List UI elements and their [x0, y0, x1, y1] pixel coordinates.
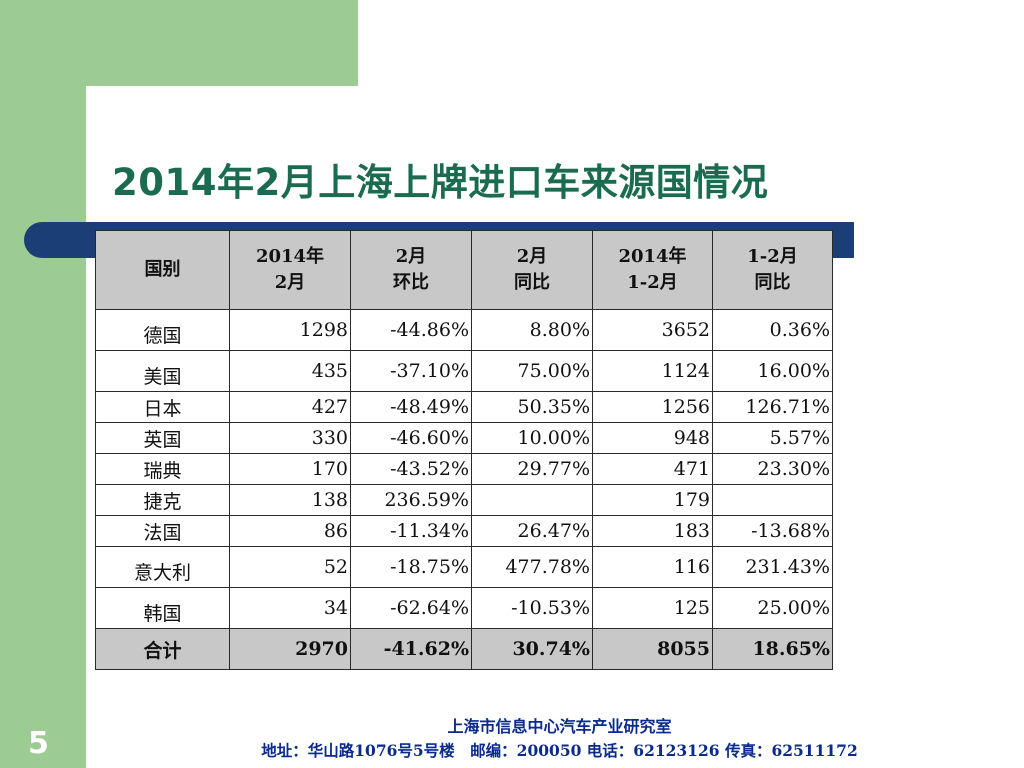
- feb-yoy-cell: -10.53%: [471, 587, 593, 629]
- jan-feb-2014-cell: 116: [592, 546, 713, 588]
- feb-2014-cell: 330: [229, 422, 351, 454]
- footer-contact: 地址：华山路1076号5号楼 邮编：200050 电话：62123126 传真：…: [261, 741, 858, 760]
- jan-feb-yoy-cell: -13.68%: [712, 515, 833, 547]
- table-footer: 合计 2970 -41.62% 30.74% 8055 18.65%: [95, 628, 833, 670]
- feb-2014-cell: 1298: [229, 309, 351, 351]
- feb-yoy-cell: 10.00%: [471, 422, 593, 454]
- feb-mom-cell: -48.49%: [350, 391, 472, 423]
- country-cell: 瑞典: [95, 453, 230, 485]
- jan-feb-yoy-cell: 231.43%: [712, 546, 833, 588]
- jan-feb-yoy-cell: [712, 484, 833, 516]
- total-label: 合计: [95, 628, 230, 670]
- feb-yoy-cell: 8.80%: [471, 309, 593, 351]
- jan-feb-yoy-cell: 25.00%: [712, 587, 833, 629]
- jan-feb-2014-cell: 183: [592, 515, 713, 547]
- header-country: 国别: [95, 230, 230, 310]
- country-cell: 德国: [95, 309, 230, 351]
- country-cell: 法国: [95, 515, 230, 547]
- jan-feb-2014-cell: 179: [592, 484, 713, 516]
- header-feb-yoy: 2月 同比: [471, 230, 593, 310]
- table-row: 德国 1298 -44.86% 8.80% 3652 0.36%: [95, 309, 833, 351]
- header-row: 国别 2014年 2月 2月 环比 2月 同比 2014年 1-2月 1-2月 同比: [95, 230, 833, 310]
- top-green-band: [0, 0, 358, 86]
- jan-feb-2014-cell: 125: [592, 587, 713, 629]
- jan-feb-2014-cell: 471: [592, 453, 713, 485]
- table-row: 捷克 138 236.59% 179: [95, 484, 833, 516]
- table-row: 意大利 52 -18.75% 477.78% 116 231.43%: [95, 546, 833, 588]
- table-row: 美国 435 -37.10% 75.00% 1124 16.00%: [95, 350, 833, 392]
- feb-2014-cell: 138: [229, 484, 351, 516]
- page-number: 5: [28, 726, 49, 761]
- table-row: 日本 427 -48.49% 50.35% 1256 126.71%: [95, 391, 833, 423]
- feb-2014-cell: 427: [229, 391, 351, 423]
- jan-feb-yoy-cell: 126.71%: [712, 391, 833, 423]
- feb-mom-cell: -43.52%: [350, 453, 472, 485]
- jan-feb-yoy-cell: 0.36%: [712, 309, 833, 351]
- feb-mom-cell: -11.34%: [350, 515, 472, 547]
- feb-2014-cell: 435: [229, 350, 351, 392]
- header-jan-feb-yoy: 1-2月 同比: [712, 230, 833, 310]
- table-row: 法国 86 -11.34% 26.47% 183 -13.68%: [95, 515, 833, 547]
- feb-yoy-cell: 477.78%: [471, 546, 593, 588]
- jan-feb-yoy-cell: 16.00%: [712, 350, 833, 392]
- total-feb-mom: -41.62%: [350, 628, 472, 670]
- table-body: 德国 1298 -44.86% 8.80% 3652 0.36% 美国 435 -37.10% 7…: [95, 309, 833, 629]
- footer-organization: 上海市信息中心汽车产业研究室: [447, 717, 672, 736]
- left-green-band: [0, 0, 86, 768]
- jan-feb-yoy-cell: 5.57%: [712, 422, 833, 454]
- feb-yoy-cell: 75.00%: [471, 350, 593, 392]
- jan-feb-2014-cell: 948: [592, 422, 713, 454]
- jan-feb-2014-cell: 3652: [592, 309, 713, 351]
- feb-yoy-cell: 26.47%: [471, 515, 593, 547]
- total-feb-yoy: 30.74%: [471, 628, 593, 670]
- total-row: 合计 2970 -41.62% 30.74% 8055 18.65%: [95, 628, 833, 670]
- table-row: 瑞典 170 -43.52% 29.77% 471 23.30%: [95, 453, 833, 485]
- jan-feb-yoy-cell: 23.30%: [712, 453, 833, 485]
- header-jan-feb-2014: 2014年 1-2月: [592, 230, 713, 310]
- total-jan-feb-2014: 8055: [592, 628, 713, 670]
- feb-2014-cell: 86: [229, 515, 351, 547]
- feb-mom-cell: -46.60%: [350, 422, 472, 454]
- table-row: 英国 330 -46.60% 10.00% 948 5.57%: [95, 422, 833, 454]
- feb-mom-cell: -44.86%: [350, 309, 472, 351]
- feb-mom-cell: -62.64%: [350, 587, 472, 629]
- header-feb-mom: 2月 环比: [350, 230, 472, 310]
- jan-feb-2014-cell: 1124: [592, 350, 713, 392]
- feb-mom-cell: -18.75%: [350, 546, 472, 588]
- feb-mom-cell: -37.10%: [350, 350, 472, 392]
- country-cell: 捷克: [95, 484, 230, 516]
- feb-yoy-cell: 50.35%: [471, 391, 593, 423]
- table-header: 国别 2014年 2月 2月 环比 2月 同比 2014年 1-2月 1-2月 同比: [95, 230, 833, 310]
- import-source-table: 国别 2014年 2月 2月 环比 2月 同比 2014年 1-2月 1-2月 同比 德国…: [95, 230, 833, 670]
- table-row: 韩国 34 -62.64% -10.53% 125 25.00%: [95, 587, 833, 629]
- feb-yoy-cell: [471, 484, 593, 516]
- feb-2014-cell: 170: [229, 453, 351, 485]
- header-feb-2014: 2014年 2月: [229, 230, 351, 310]
- feb-2014-cell: 52: [229, 546, 351, 588]
- feb-yoy-cell: 29.77%: [471, 453, 593, 485]
- feb-2014-cell: 34: [229, 587, 351, 629]
- total-feb-2014: 2970: [229, 628, 351, 670]
- country-cell: 英国: [95, 422, 230, 454]
- feb-mom-cell: 236.59%: [350, 484, 472, 516]
- country-cell: 日本: [95, 391, 230, 423]
- slide-title: 2014年2月上海上牌进口车来源国情况: [112, 161, 769, 204]
- country-cell: 意大利: [95, 546, 230, 588]
- total-jan-feb-yoy: 18.65%: [712, 628, 833, 670]
- jan-feb-2014-cell: 1256: [592, 391, 713, 423]
- country-cell: 韩国: [95, 587, 230, 629]
- country-cell: 美国: [95, 350, 230, 392]
